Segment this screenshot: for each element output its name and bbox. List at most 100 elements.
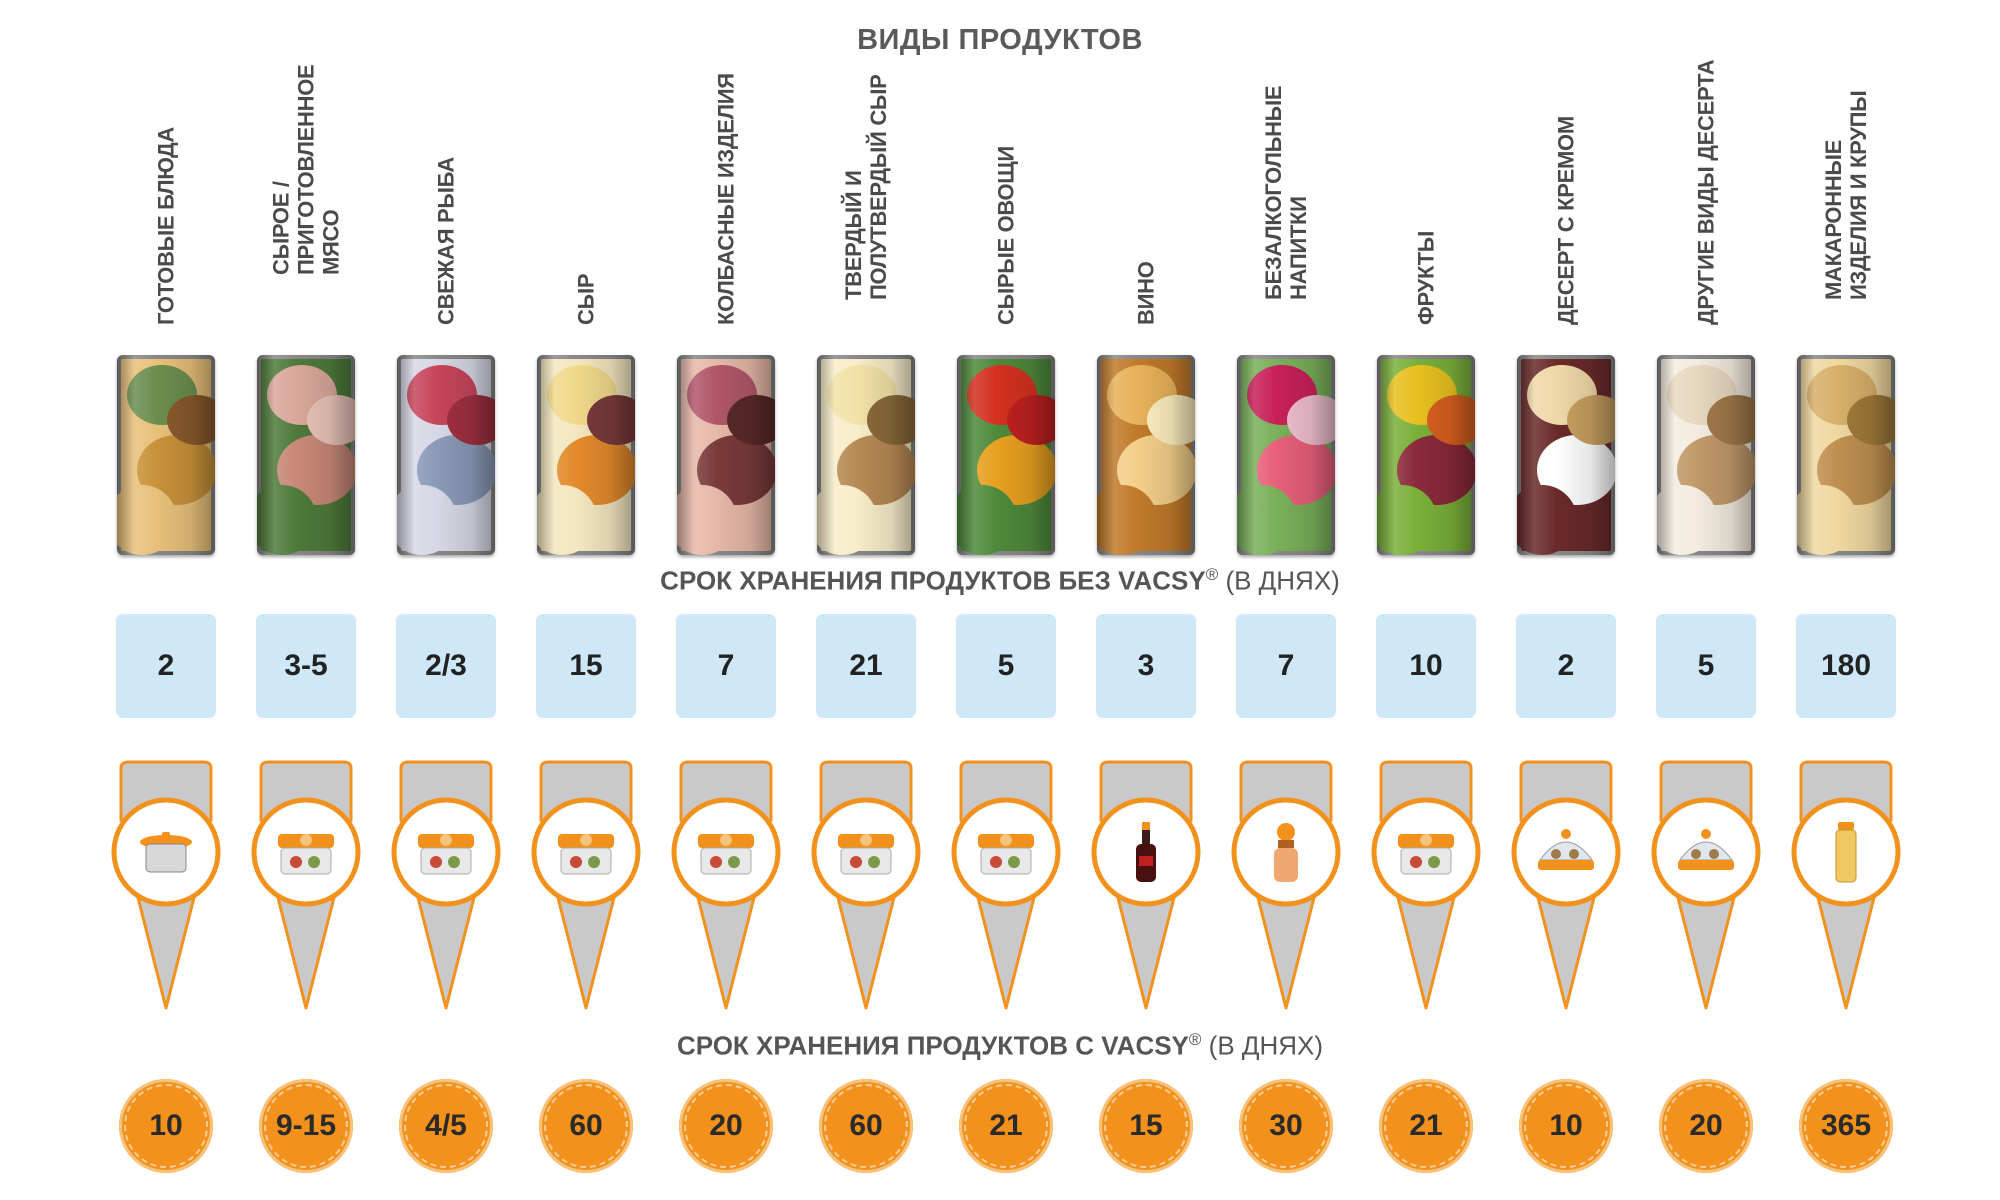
product-photo (677, 355, 775, 555)
product-column: ДРУГИЕ ВИДЫ ДЕСЕРТА 5 20 (1651, 0, 1761, 1200)
photo-shape (1097, 485, 1157, 555)
container-pin (251, 760, 361, 1010)
photo-shape (727, 395, 775, 445)
container-pin (391, 760, 501, 1010)
photo-shape (1147, 395, 1195, 445)
container-pin (1091, 760, 1201, 1010)
product-photo (537, 355, 635, 555)
product-name: СЫРЫЕ ОВОЩИ (993, 146, 1019, 325)
product-photo (1237, 355, 1335, 555)
photo-shape (1377, 485, 1437, 555)
days-with-vacsy: 20 (1659, 1079, 1753, 1173)
photo-shape (1797, 485, 1857, 555)
product-photo (1797, 355, 1895, 555)
container-pin (811, 760, 921, 1010)
days-with-vacsy: 365 (1799, 1079, 1893, 1173)
product-column: ГОТОВЫЕ БЛЮДА 2 10 (111, 0, 221, 1200)
product-column: СВЕЖАЯ РЫБА 2/3 4/5 (391, 0, 501, 1200)
days-with-vacsy: 20 (679, 1079, 773, 1173)
product-name: БЕЗАЛКОГОЛЬНЫЕ НАПИТКИ (1261, 85, 1311, 300)
photo-shape (1287, 395, 1335, 445)
days-with-vacsy: 30 (1239, 1079, 1333, 1173)
product-column: БЕЗАЛКОГОЛЬНЫЕ НАПИТКИ 7 30 (1231, 0, 1341, 1200)
photo-shape (307, 395, 355, 445)
container-pin (1231, 760, 1341, 1010)
product-name: ТВЕРДЫЙ И ПОЛУТВЕРДЫЙ СЫР (841, 74, 891, 300)
wine-bottle-icon (1114, 820, 1178, 884)
days-without-vacsy: 2 (1516, 614, 1616, 718)
photo-shape (1847, 395, 1895, 445)
product-column: КОЛБАСНЫЕ ИЗДЕЛИЯ 7 20 (671, 0, 781, 1200)
dessert-container-icon (1534, 820, 1598, 884)
veg-container-icon (974, 820, 1038, 884)
days-without-vacsy: 7 (1236, 614, 1336, 718)
bottle-stopper-icon (1254, 820, 1318, 884)
photo-shape (1427, 395, 1475, 445)
days-with-vacsy: 10 (1519, 1079, 1613, 1173)
product-photo (117, 355, 215, 555)
product-photo (1517, 355, 1615, 555)
container-pin (111, 760, 221, 1010)
days-with-vacsy: 15 (1099, 1079, 1193, 1173)
photo-shape (397, 485, 457, 555)
product-column: ФРУКТЫ 10 21 (1371, 0, 1481, 1200)
photo-shape (167, 395, 215, 445)
days-with-vacsy: 60 (819, 1079, 913, 1173)
product-column: ВИНО 3 15 (1091, 0, 1201, 1200)
photo-shape (1657, 485, 1717, 555)
pot-icon (134, 820, 198, 884)
product-name: КОЛБАСНЫЕ ИЗДЕЛИЯ (713, 73, 739, 325)
container-pin (671, 760, 781, 1010)
days-with-vacsy: 21 (1379, 1079, 1473, 1173)
days-without-vacsy: 3 (1096, 614, 1196, 718)
container-pin (1791, 760, 1901, 1010)
days-without-vacsy: 5 (1656, 614, 1756, 718)
container-pin (1651, 760, 1761, 1010)
dome-container-icon (1674, 820, 1738, 884)
photo-shape (817, 485, 877, 555)
product-column: ТВЕРДЫЙ И ПОЛУТВЕРДЫЙ СЫР 21 60 (811, 0, 921, 1200)
product-photo (257, 355, 355, 555)
fruit-container-icon (1394, 820, 1458, 884)
canister-icon (1814, 820, 1878, 884)
product-photo (817, 355, 915, 555)
round-container-icon (694, 820, 758, 884)
container-pin (951, 760, 1061, 1010)
photo-shape (587, 395, 635, 445)
photo-shape (677, 485, 737, 555)
with-vacsy-heading: СРОК ХРАНЕНИЯ ПРОДУКТОВ С VACSY® (В ДНЯХ… (676, 1030, 1324, 1061)
white-container-icon (834, 820, 898, 884)
product-name: СЫР (573, 273, 599, 325)
product-name: СЫРОЕ / ПРИГОТОВЛЕННОЕ МЯСО (268, 64, 344, 275)
without-vacsy-heading: СРОК ХРАНЕНИЯ ПРОДУКТОВ БЕЗ VACSY® (В ДН… (660, 565, 1340, 596)
product-name: ДЕСЕРТ С КРЕМОМ (1553, 116, 1579, 325)
days-without-vacsy: 21 (816, 614, 916, 718)
days-without-vacsy: 2/3 (396, 614, 496, 718)
photo-shape (537, 485, 597, 555)
product-photo (957, 355, 1055, 555)
product-photo (1657, 355, 1755, 555)
photo-shape (1517, 485, 1577, 555)
photo-shape (447, 395, 495, 445)
page-title: ВИДЫ ПРОДУКТОВ (857, 24, 1143, 56)
photo-shape (257, 485, 317, 555)
product-photo (1097, 355, 1195, 555)
product-name: ВИНО (1133, 261, 1159, 325)
photo-shape (117, 485, 177, 555)
product-name: ГОТОВЫЕ БЛЮДА (153, 126, 179, 325)
days-with-vacsy: 4/5 (399, 1079, 493, 1173)
days-without-vacsy: 7 (676, 614, 776, 718)
product-photo (397, 355, 495, 555)
photo-shape (1007, 395, 1055, 445)
days-with-vacsy: 60 (539, 1079, 633, 1173)
photo-shape (1237, 485, 1297, 555)
square-container-icon (414, 820, 478, 884)
product-photo (1377, 355, 1475, 555)
days-with-vacsy: 9-15 (259, 1079, 353, 1173)
product-name: СВЕЖАЯ РЫБА (433, 157, 459, 325)
photo-shape (1707, 395, 1755, 445)
product-name: МАКАРОННЫЕ ИЗДЕЛИЯ И КРУПЫ (1821, 90, 1871, 300)
container-pin (1371, 760, 1481, 1010)
product-column: СЫРЫЕ ОВОЩИ 5 21 (951, 0, 1061, 1200)
product-column: СЫРОЕ / ПРИГОТОВЛЕННОЕ МЯСО 3-5 9-15 (251, 0, 361, 1200)
